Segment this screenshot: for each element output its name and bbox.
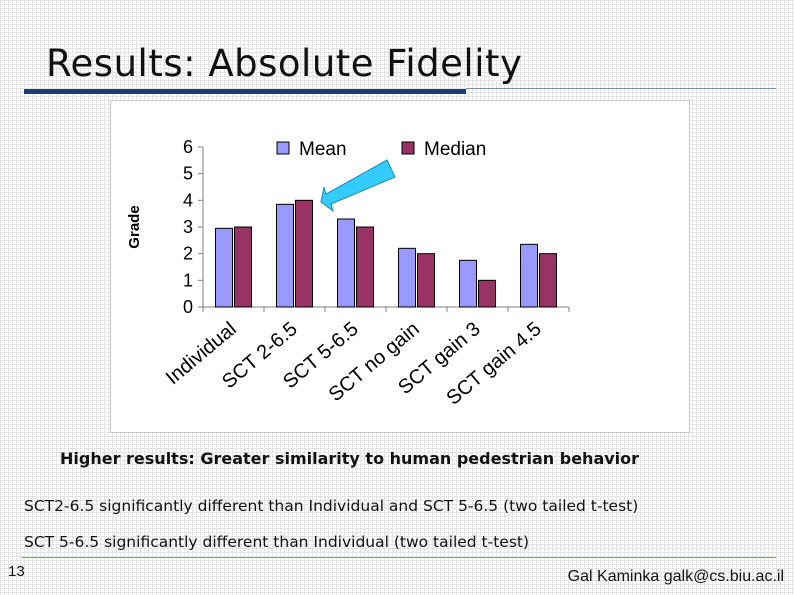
- legend-label-median: Median: [424, 139, 486, 160]
- y-axis-label: Grade: [126, 205, 143, 248]
- y-tick-label: 5: [183, 164, 193, 184]
- page-number: 13: [8, 563, 25, 580]
- slide-title: Results: Absolute Fidelity: [46, 42, 523, 85]
- chart-caption: Higher results: Greater similarity to hu…: [60, 449, 640, 468]
- bar-mean-4: [459, 259, 477, 308]
- bar-mean-0: [215, 227, 233, 308]
- y-tick-label: 6: [183, 137, 193, 157]
- bar-median-4: [478, 279, 496, 308]
- footer-rule: [22, 557, 776, 558]
- note-significance-2: SCT 5-6.5 significantly different than I…: [24, 533, 530, 551]
- bar-median-1: [295, 199, 313, 308]
- y-tick-label: 0: [183, 297, 193, 317]
- chart-panel: 0 1 2 3 4 5 6 Individual SCT 2-6.5 SCT 5-6.5 SCT n…: [110, 100, 690, 433]
- title-underline-rule: [466, 88, 776, 89]
- footer-author: Gal Kaminka galk@cs.biu.ac.il: [567, 568, 784, 585]
- legend-label-mean: Mean: [299, 139, 347, 160]
- legend-swatch-mean: [276, 141, 290, 155]
- bar-median-2: [356, 226, 374, 308]
- title-underline-bar: [24, 89, 466, 94]
- y-tick-label: 1: [183, 270, 193, 290]
- bar-mean-3: [398, 247, 416, 308]
- y-tick-label: 2: [183, 244, 193, 264]
- bar-mean-1: [276, 203, 294, 308]
- note-significance-1: SCT2-6.5 significantly different than In…: [24, 497, 639, 515]
- annotation-arrow: [320, 159, 396, 213]
- y-tick-label: 3: [183, 217, 193, 237]
- legend-swatch-median: [401, 141, 415, 155]
- y-tick-label: 4: [183, 190, 193, 210]
- bar-mean-5: [520, 243, 538, 308]
- bar-mean-2: [337, 218, 355, 308]
- bar-median-5: [539, 253, 557, 308]
- bar-median-3: [417, 253, 435, 308]
- bar-median-0: [234, 226, 252, 308]
